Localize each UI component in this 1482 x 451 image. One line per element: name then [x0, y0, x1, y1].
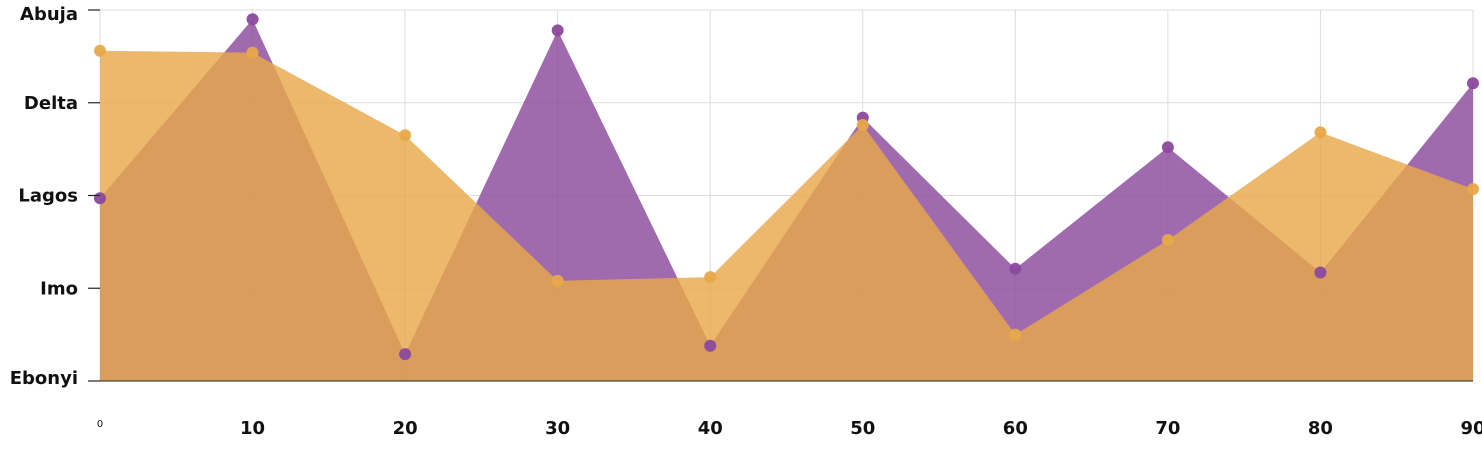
x-tick-label-0: 0 — [97, 419, 103, 430]
series-0-point-1 — [246, 13, 259, 26]
x-tick-label-20: 20 — [393, 418, 418, 439]
x-tick-label-60: 60 — [1003, 418, 1028, 439]
series-1-point-2 — [399, 129, 412, 142]
series-0-point-8 — [1314, 266, 1327, 279]
y-axis-tick-labels: Ebonyi Imo Lagos Delta Abuja — [10, 4, 78, 389]
series-1-point-0 — [94, 44, 106, 57]
y-tick-label-abuja: Abuja — [20, 4, 78, 25]
series-1-point-8 — [1314, 126, 1327, 139]
x-tick-label-40: 40 — [698, 418, 723, 439]
series-0-point-3 — [551, 24, 564, 37]
x-tick-label-90: 90 — [1460, 418, 1482, 439]
y-tick-label-lagos: Lagos — [18, 186, 78, 207]
series-1-point-4 — [704, 271, 717, 284]
series-1-point-6 — [1009, 328, 1022, 341]
y-tick-label-ebonyi: Ebonyi — [10, 368, 78, 389]
y-tick-label-imo: Imo — [40, 278, 78, 299]
series-1-point-9 — [1467, 183, 1479, 196]
series-1-area — [100, 50, 1473, 382]
axes — [88, 9, 1473, 382]
series-1-point-1 — [246, 46, 259, 59]
series-areas — [100, 19, 1473, 382]
x-tick-label-80: 80 — [1308, 418, 1333, 439]
series-0-point-9 — [1467, 77, 1479, 90]
series-0-point-4 — [704, 339, 717, 352]
series-0-point-2 — [399, 348, 412, 361]
x-axis-tick-labels: 0 10 20 30 40 50 60 70 80 90 — [97, 418, 1482, 439]
series-0-point-6 — [1009, 262, 1022, 275]
series-points — [94, 13, 1479, 361]
series-0-point-0 — [94, 192, 106, 205]
x-tick-label-70: 70 — [1155, 418, 1180, 439]
series-1-point-3 — [551, 274, 564, 287]
x-tick-label-10: 10 — [240, 418, 265, 439]
series-0-point-7 — [1161, 141, 1174, 154]
x-tick-label-30: 30 — [545, 418, 570, 439]
y-tick-label-delta: Delta — [24, 93, 78, 114]
x-tick-label-50: 50 — [850, 418, 875, 439]
series-1-point-5 — [856, 119, 869, 132]
series-1-point-7 — [1161, 234, 1174, 247]
